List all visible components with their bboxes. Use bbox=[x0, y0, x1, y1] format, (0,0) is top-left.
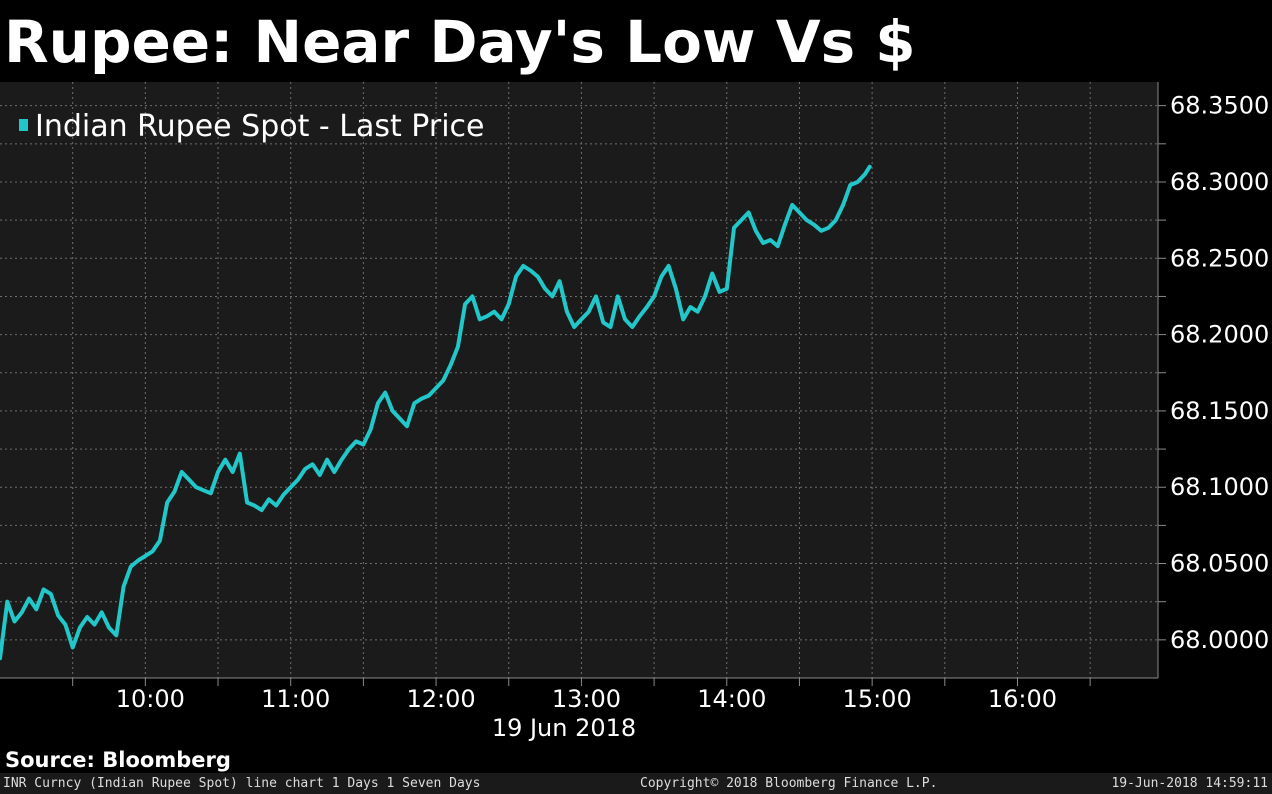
x-tick-label: 10:00 bbox=[116, 685, 185, 713]
y-tick-label: 68.2500 bbox=[1170, 244, 1269, 272]
x-tick-label: 14:00 bbox=[697, 685, 766, 713]
x-axis-ticks: 10:00 11:00 12:00 13:00 14:00 15:00 16:00 bbox=[72, 678, 1091, 713]
series-line-indian-rupee-spot bbox=[0, 164, 872, 661]
x-gridlines bbox=[72, 82, 1091, 678]
legend-swatch bbox=[19, 119, 28, 131]
x-tick-label: 12:00 bbox=[406, 685, 475, 713]
y-gridlines bbox=[0, 105, 1158, 641]
y-axis-ticks: 68.0000 68.0500 68.1000 68.1500 68.2000 68.25… bbox=[1158, 92, 1269, 654]
footer-copyright: Copyright© 2018 Bloomberg Finance L.P. bbox=[640, 776, 938, 791]
y-tick-label: 68.1500 bbox=[1170, 397, 1269, 425]
line-chart: 10:00 11:00 12:00 13:00 14:00 15:00 16:00 68.0… bbox=[0, 82, 1269, 742]
footer-timestamp: 19-Jun-2018 14:59:11 bbox=[1111, 776, 1268, 791]
footer-bar: INR Curncy (Indian Rupee Spot) line char… bbox=[0, 773, 1272, 794]
x-axis-date-label: 19 Jun 2018 bbox=[492, 714, 636, 742]
y-tick-label: 68.0000 bbox=[1170, 626, 1269, 654]
x-tick-label: 11:00 bbox=[261, 685, 330, 713]
y-tick-label: 68.1000 bbox=[1170, 473, 1269, 501]
plot-background bbox=[0, 82, 1158, 678]
y-tick-label: 68.3500 bbox=[1170, 92, 1269, 120]
x-tick-label: 16:00 bbox=[988, 685, 1057, 713]
x-tick-label: 15:00 bbox=[843, 685, 912, 713]
source-label: Source: Bloomberg bbox=[5, 748, 231, 772]
y-tick-label: 68.3000 bbox=[1170, 168, 1269, 196]
x-tick-label: 13:00 bbox=[552, 685, 621, 713]
legend-label: Indian Rupee Spot - Last Price bbox=[35, 109, 485, 144]
page-title: Rupee: Near Day's Low Vs $ bbox=[4, 8, 916, 76]
footer-description: INR Curncy (Indian Rupee Spot) line char… bbox=[3, 776, 481, 791]
y-tick-label: 68.0500 bbox=[1170, 550, 1269, 578]
y-tick-label: 68.2000 bbox=[1170, 321, 1269, 349]
